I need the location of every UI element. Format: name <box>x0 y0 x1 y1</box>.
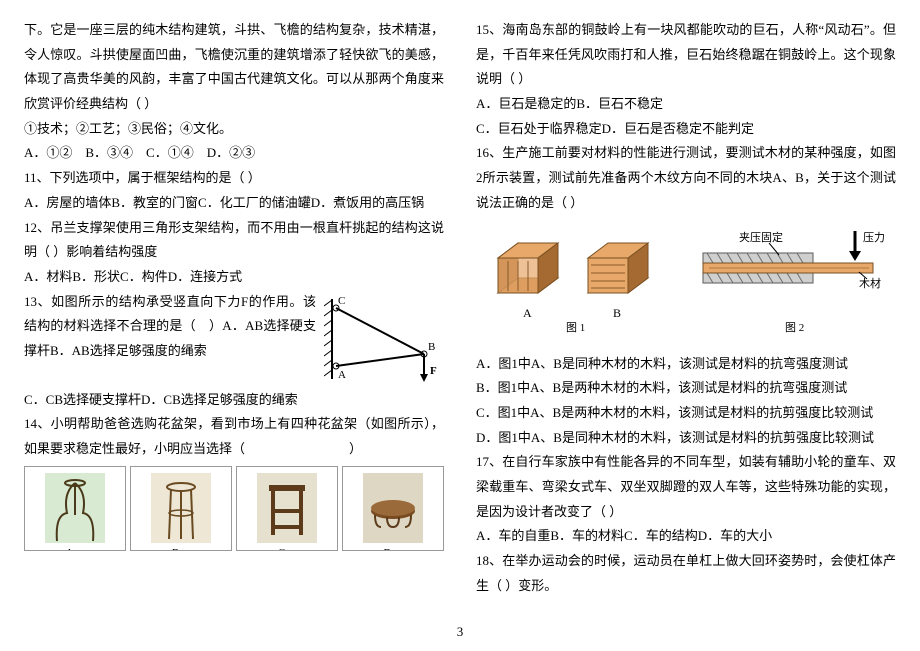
q16-opt-c: C．图1中A、B是两种木材的木料，该测试是材料的抗剪强度比较测试 <box>476 401 896 426</box>
test-rig-icon: 夹压固定 压力 木材 图 2 <box>699 225 889 335</box>
opt-d-label: D． <box>343 543 443 551</box>
q16-stem: 16、生产施工前要对材料的性能进行测试，要测试木材的某种强度，如图2所示装置，测… <box>476 141 896 215</box>
label-f: F <box>430 365 437 377</box>
block-a-label: A <box>523 306 532 320</box>
triangle-diagram-icon: A B C F <box>324 294 444 384</box>
q15-stem: 15、海南岛东部的铜鼓岭上有一块风都能吹动的巨石，人称“风动石”。但是，千百年来… <box>476 18 896 92</box>
flower-shelf-a: A． <box>24 466 126 551</box>
flower-shelf-b: B． <box>130 466 232 551</box>
q16-opt-b: B．图1中A、B是两种木材的木料，该测试是材料的抗弯强度测试 <box>476 376 896 401</box>
press-label: 压力 <box>863 231 885 244</box>
q13-options-cd: C．CB选择硬支撑杆D．CB选择足够强度的绳索 <box>24 388 444 413</box>
q17-options: A．车的自重B．车的材料C．车的结构D．车的大小 <box>476 524 896 549</box>
shelf-icon <box>151 473 211 543</box>
flower-shelf-d: D． <box>342 466 444 551</box>
label-b: B <box>428 341 435 353</box>
two-column-layout: 下。它是一座三层的纯木结构建筑，斗拱、飞檐的结构复杂，技术精湛，令人惊叹。斗拱使… <box>24 18 896 618</box>
wood-blocks-icon: A B 图 1 <box>478 225 678 335</box>
q11-options: A．房屋的墙体B．教室的门窗C．化工厂的储油罐D．煮饭用的高压锅 <box>24 191 444 216</box>
q14-figure-wrap: A． B． <box>24 466 444 551</box>
q16-figure: A B 图 1 <box>476 220 896 340</box>
q12-options: A．材料B．形状C．构件D．连接方式 <box>24 265 444 290</box>
q14-figure-row: A． B． <box>24 466 444 551</box>
shelf-icon <box>363 473 423 543</box>
opt-a-label: A． <box>25 543 125 551</box>
q16-figure-wrap: A B 图 1 <box>476 220 896 340</box>
left-column: 下。它是一座三层的纯木结构建筑，斗拱、飞檐的结构复杂，技术精湛，令人惊叹。斗拱使… <box>24 18 444 618</box>
wood-label: 木材 <box>859 276 881 290</box>
clamp-label: 夹压固定 <box>739 230 783 244</box>
intro-paragraph: 下。它是一座三层的纯木结构建筑，斗拱、飞檐的结构复杂，技术精湛，令人惊叹。斗拱使… <box>24 18 444 117</box>
q13-figure: A B C F <box>324 294 444 384</box>
page-number: 3 <box>0 620 920 645</box>
fig1-caption: 图 1 <box>566 321 585 334</box>
opt-c-label: C． <box>237 543 337 551</box>
q16-panel-1: A B 图 1 <box>476 220 680 340</box>
q15-options-ab: A．巨石是稳定的B．巨石不稳定 <box>476 92 896 117</box>
flower-shelf-c: C． <box>236 466 338 551</box>
q14-stem: 14、小明帮助爸爸选购花盆架，看到市场上有四种花盆架（如图所示），如果要求稳定性… <box>24 412 444 461</box>
block-b-label: B <box>613 306 621 320</box>
q17-stem: 17、在自行车家族中有性能各异的不同车型，如装有辅助小轮的童车、双梁载重车、弯梁… <box>476 450 896 524</box>
q11-stem: 11、下列选项中，属于框架结构的是（ ） <box>24 166 444 191</box>
intro-options-list: ①技术；②工艺；③民俗；④文化。 <box>24 117 444 142</box>
q16-panel-2: 夹压固定 压力 木材 图 2 <box>692 220 896 340</box>
right-column: 15、海南岛东部的铜鼓岭上有一块风都能吹动的巨石，人称“风动石”。但是，千百年来… <box>476 18 896 618</box>
label-a: A <box>338 369 346 381</box>
q18-stem: 18、在举办运动会的时候，运动员在单杠上做大回环姿势时，会使杠体产生（ ）变形。 <box>476 549 896 598</box>
fig2-caption: 图 2 <box>785 321 804 334</box>
q12-stem: 12、吊兰支撑架使用三角形支架结构，而不用由一根直杆挑起的结构这说明（ ）影响着… <box>24 216 444 265</box>
opt-b-label: B． <box>131 543 231 551</box>
shelf-icon <box>45 473 105 543</box>
q16-opt-d: D．图1中A、B是同种木材的木料，该测试是材料的抗剪强度比较测试 <box>476 426 896 451</box>
page: 下。它是一座三层的纯木结构建筑，斗拱、飞檐的结构复杂，技术精湛，令人惊叹。斗拱使… <box>0 0 920 651</box>
q10-options: A．①② B．③④ C．①④ D．②③ <box>24 141 444 166</box>
q16-opt-a: A．图1中A、B是同种木材的木料，该测试是材料的抗弯强度测试 <box>476 352 896 377</box>
q15-options-cd: C．巨石处于临界稳定D．巨石是否稳定不能判定 <box>476 117 896 142</box>
shelf-icon <box>257 473 317 543</box>
label-c: C <box>338 295 345 307</box>
